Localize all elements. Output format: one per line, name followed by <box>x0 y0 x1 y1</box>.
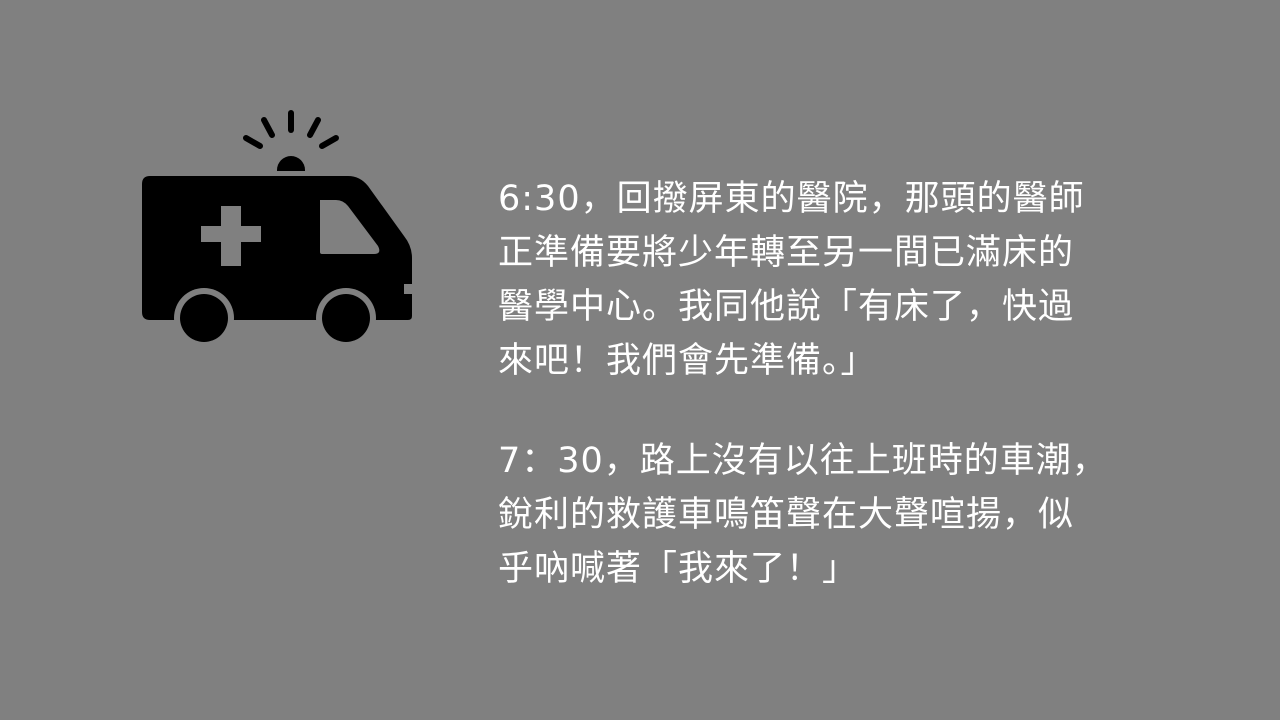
ambulance-icon <box>142 110 412 344</box>
text-line: 正準備要將少年轉至另一間已滿床的 <box>498 233 1075 273</box>
paragraph-spacer <box>498 388 1218 434</box>
paragraph-730: 7：30，路上沒有以往上班時的車潮， 銳利的救護車鳴笛聲在大聲喧揚，似 乎吶喊著… <box>498 434 1218 596</box>
story-text: 6:30，回撥屏東的醫院，那頭的醫師 正準備要將少年轉至另一間已滿床的 醫學中心… <box>498 172 1218 596</box>
text-line: 7：30，路上沒有以往上班時的車潮， <box>498 441 1108 481</box>
text-line: 醫學中心。我同他說「有床了，快過 <box>498 287 1075 327</box>
text-line: 6:30，回撥屏東的醫院，那頭的醫師 <box>498 179 1085 219</box>
text-line: 乎吶喊著「我來了！」 <box>498 549 859 589</box>
paragraph-630: 6:30，回撥屏東的醫院，那頭的醫師 正準備要將少年轉至另一間已滿床的 醫學中心… <box>498 172 1218 388</box>
text-line: 來吧！我們會先準備。」 <box>498 341 877 381</box>
text-line: 銳利的救護車鳴笛聲在大聲喧揚，似 <box>498 495 1075 535</box>
